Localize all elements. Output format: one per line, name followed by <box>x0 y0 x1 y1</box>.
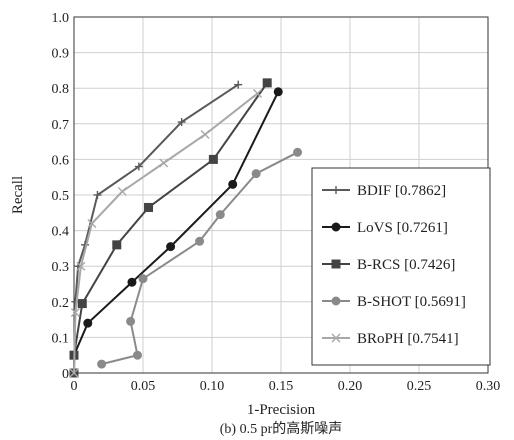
data-point <box>331 222 341 232</box>
x-tick-label: 0.25 <box>407 379 432 394</box>
data-point <box>77 299 87 309</box>
series-line <box>73 83 239 374</box>
x-tick-label: 0.30 <box>476 379 501 394</box>
series-line <box>73 91 280 356</box>
series-line <box>101 151 299 366</box>
x-tick-labels: 0 0.05 0.10 0.15 0.20 0.25 0.30 <box>71 379 501 394</box>
legend-item: B-RCS [0.7426] <box>322 257 455 273</box>
data-point <box>127 277 137 287</box>
legend-item: LoVS [0.7261] <box>322 220 448 236</box>
data-point <box>331 333 341 343</box>
y-tick-label: 0.9 <box>52 47 70 62</box>
data-point <box>126 316 136 326</box>
series-4 <box>69 89 263 378</box>
data-point <box>76 261 86 271</box>
data-point <box>87 218 97 228</box>
data-point <box>253 89 263 99</box>
x-tick-label: 0.15 <box>269 379 294 394</box>
y-tick-label: 0.5 <box>52 189 70 204</box>
data-point <box>132 350 142 360</box>
data-point <box>177 118 186 127</box>
data-point <box>262 78 272 88</box>
x-tick-label: 0 <box>71 379 78 394</box>
data-point <box>293 147 303 157</box>
data-point <box>138 274 148 284</box>
figure-caption: (b) 0.5 pr的高斯噪声 <box>220 420 343 437</box>
data-point <box>200 129 210 139</box>
data-point <box>83 318 93 328</box>
data-point <box>93 191 102 199</box>
data-point <box>332 186 340 194</box>
legend-label: BRoPH [0.7541] <box>357 331 459 347</box>
y-tick-label: 0.3 <box>52 260 70 275</box>
legend-label: LoVS [0.7261] <box>357 220 448 236</box>
legend-label: BDIF [0.7862] <box>357 183 446 199</box>
data-point <box>215 210 225 220</box>
series-3 <box>97 147 303 369</box>
data-point <box>251 169 261 179</box>
data-point <box>273 87 283 97</box>
data-point <box>70 307 80 317</box>
legend: BDIF [0.7862] LoVS [0.7261] B-RCS [0.7426]… <box>311 167 491 366</box>
legend-label: B-RCS [0.7426] <box>357 257 455 273</box>
data-point <box>112 240 122 250</box>
x-tick-label: 0.10 <box>200 379 225 394</box>
data-point <box>117 186 127 196</box>
data-point <box>208 154 218 164</box>
y-tick-label: 0.2 <box>52 296 70 311</box>
series-line <box>73 92 259 374</box>
y-tick-label: 0.4 <box>52 225 70 240</box>
y-tick-label: 0.1 <box>52 331 70 346</box>
y-tick-label: 0 <box>62 367 69 382</box>
data-point <box>166 242 176 252</box>
x-tick-label: 0.05 <box>131 379 156 394</box>
legend-box <box>311 167 491 366</box>
y-tick-label: 1.0 <box>52 11 70 26</box>
data-point <box>159 158 169 168</box>
legend-label: B-SHOT [0.5691] <box>357 294 466 310</box>
legend-item: BRoPH [0.7541] <box>322 331 459 347</box>
series-line <box>73 82 269 373</box>
y-tick-label: 0.8 <box>52 82 70 97</box>
data-point <box>134 162 143 171</box>
x-tick-label: 0.20 <box>338 379 363 394</box>
data-point <box>234 80 243 89</box>
data-point <box>228 179 238 189</box>
y-tick-labels: 0 0.1 0.2 0.3 0.4 0.5 0.6 0.7 0.8 0.9 1.0 <box>52 11 70 382</box>
data-point <box>331 296 341 306</box>
series-layer <box>69 78 303 378</box>
data-point <box>97 359 107 369</box>
y-axis-label: Recall <box>10 176 26 214</box>
legend-item: B-SHOT [0.5691] <box>322 294 466 310</box>
x-axis-label: 1-Precision <box>247 402 316 418</box>
y-tick-label: 0.6 <box>52 153 70 168</box>
data-point <box>144 202 154 212</box>
data-point <box>331 259 341 269</box>
y-tick-label: 0.7 <box>52 118 70 133</box>
data-point <box>69 368 79 378</box>
legend-item: BDIF [0.7862] <box>322 183 446 199</box>
data-point <box>195 236 205 246</box>
